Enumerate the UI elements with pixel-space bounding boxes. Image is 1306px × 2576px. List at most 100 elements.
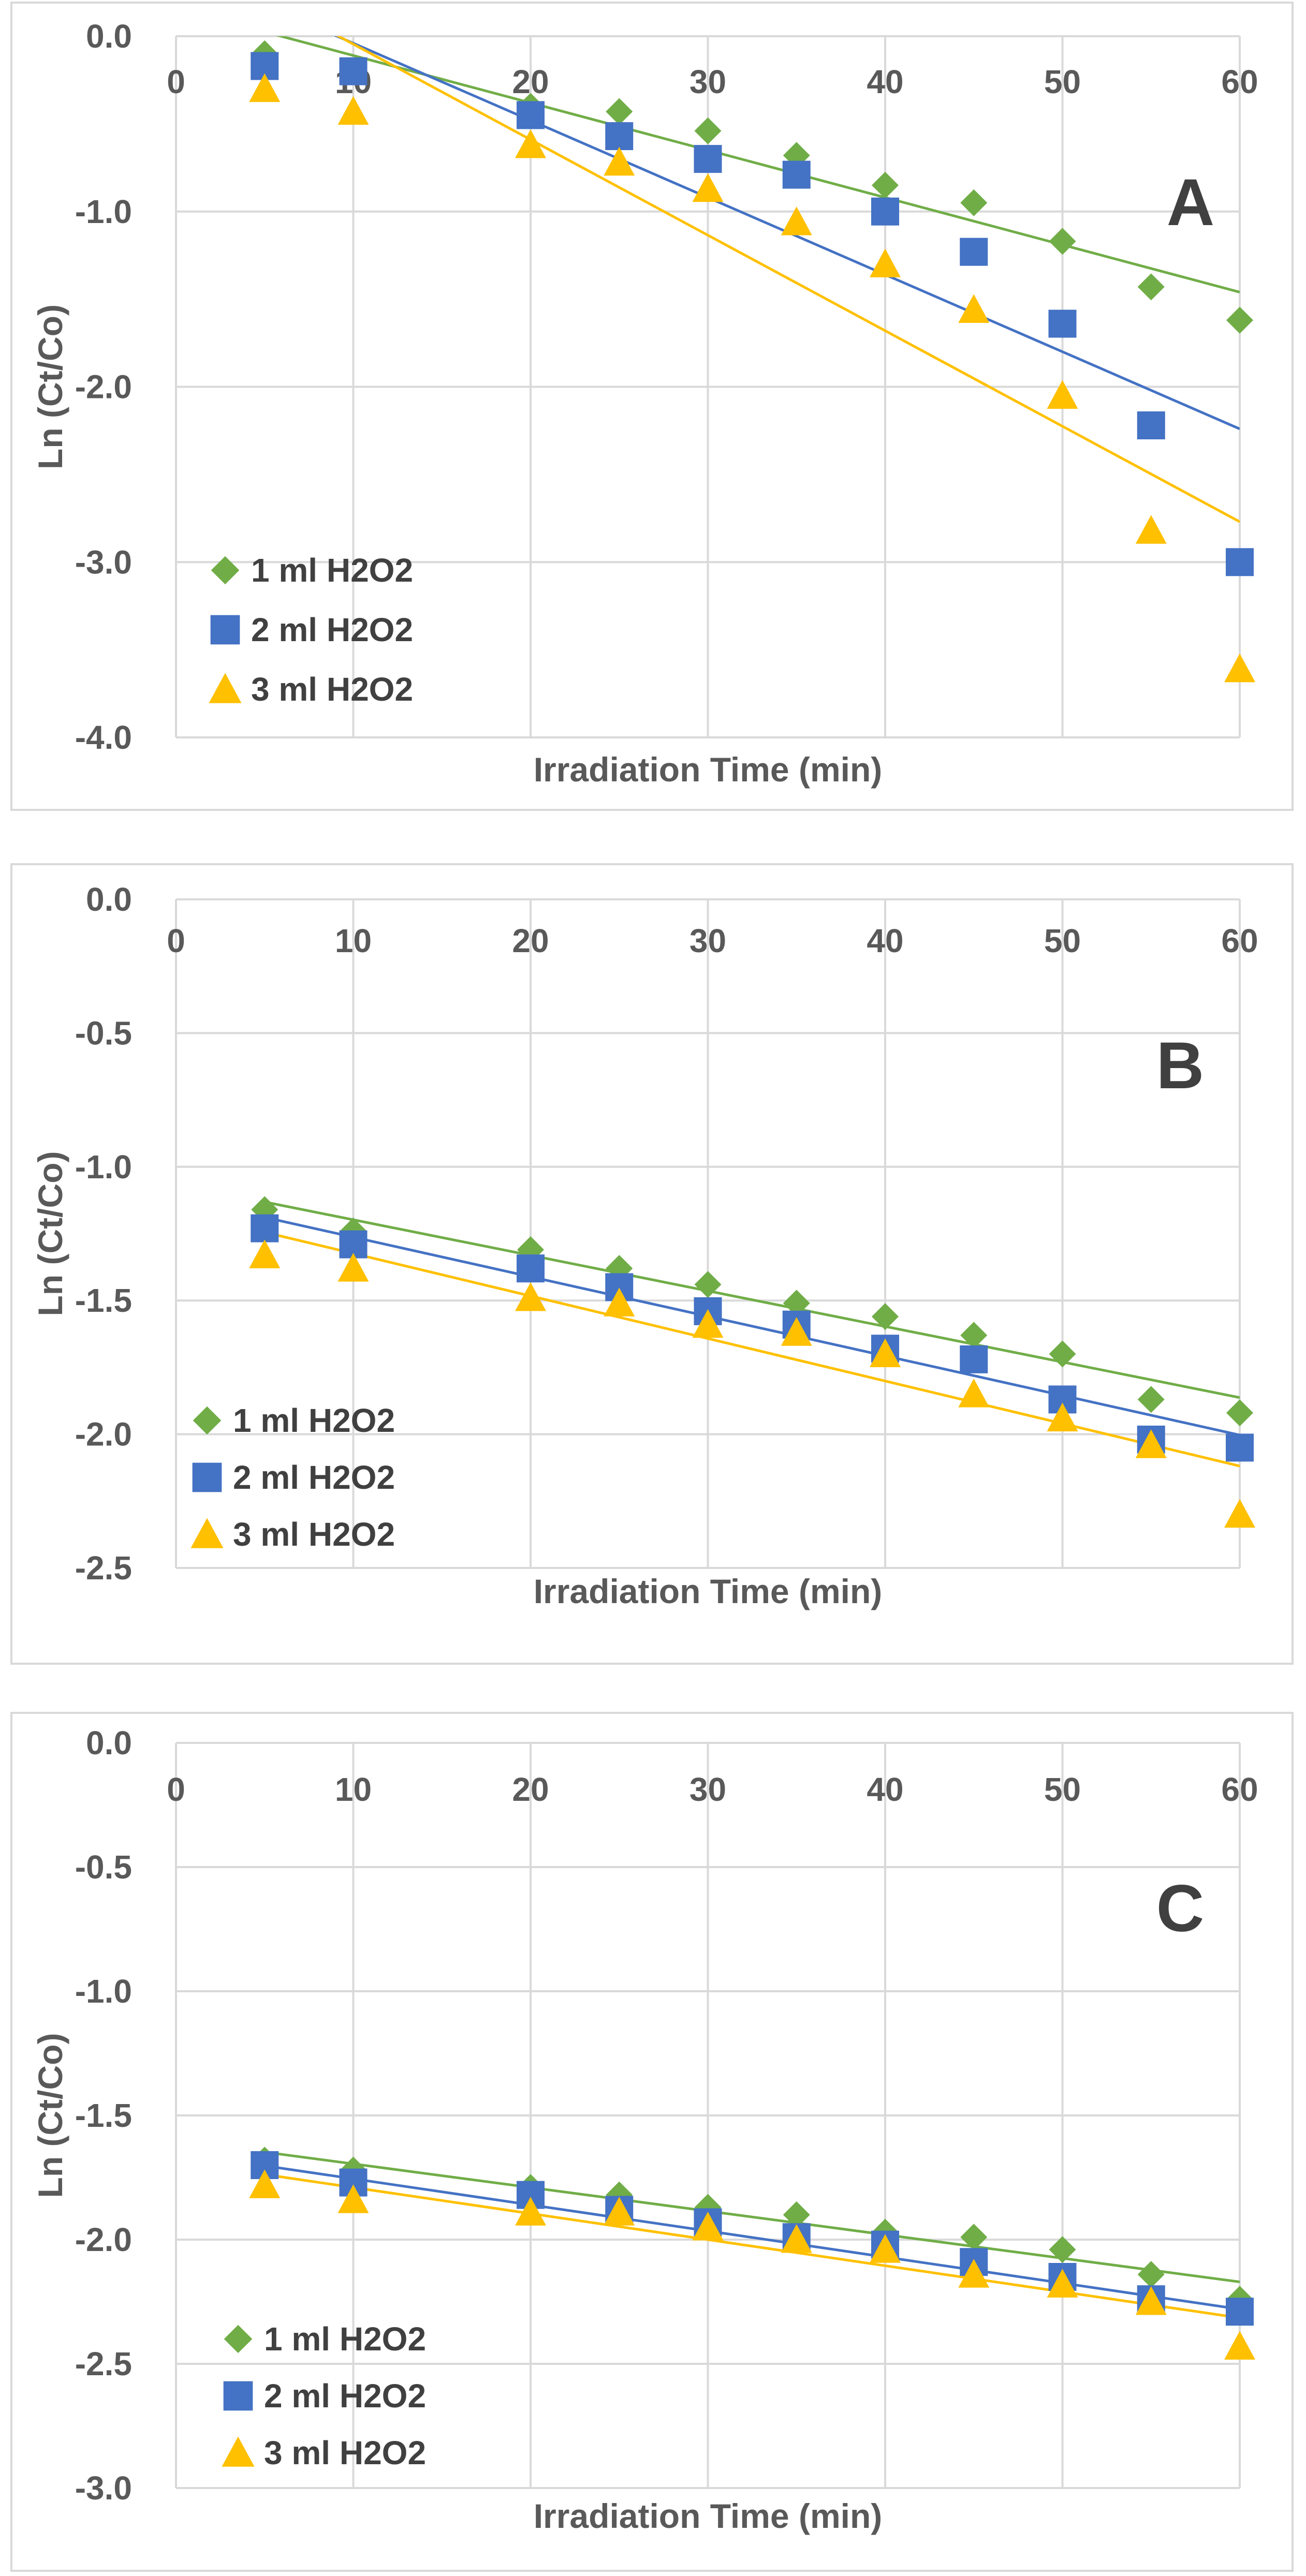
x-tick-label: 60 xyxy=(1221,1771,1258,1808)
data-point-series-3 xyxy=(249,73,281,102)
data-point-series-3 xyxy=(781,206,812,235)
legend-label-series-2: 2 ml H2O2 xyxy=(264,2377,426,2415)
x-tick-label: 50 xyxy=(1044,922,1081,959)
data-point-series-3 xyxy=(604,146,635,176)
data-point-series-3 xyxy=(958,1379,990,1408)
x-tick-label: 10 xyxy=(335,922,372,959)
data-point-series-3 xyxy=(604,1287,635,1316)
legend-label-series-2: 2 ml H2O2 xyxy=(251,611,413,648)
data-point-series-2 xyxy=(1137,411,1165,440)
data-point-series-2 xyxy=(251,1214,279,1242)
legend-marker-series-1 xyxy=(211,556,240,585)
y-tick-label: 0.0 xyxy=(86,881,132,918)
trendline-series-1 xyxy=(264,1201,1240,1399)
y-axis-title: Ln (Ct/Co) xyxy=(31,2033,69,2198)
x-tick-label: 0 xyxy=(167,1771,185,1808)
data-point-series-2 xyxy=(960,1345,988,1373)
data-point-series-3 xyxy=(249,1239,281,1268)
x-tick-label: 20 xyxy=(512,922,549,959)
x-tick-label: 50 xyxy=(1044,63,1081,100)
data-point-series-2 xyxy=(1226,2298,1254,2326)
data-point-series-2 xyxy=(1048,309,1077,338)
y-tick-label: -2.5 xyxy=(75,2345,132,2382)
data-point-series-2 xyxy=(1226,548,1254,576)
data-point-series-2 xyxy=(339,57,368,85)
data-point-series-1 xyxy=(1049,2236,1076,2263)
legend-label-series-1: 1 ml H2O2 xyxy=(251,552,413,589)
data-point-series-3 xyxy=(515,1282,546,1311)
x-tick-label: 10 xyxy=(335,1771,372,1808)
legend: 1 ml H2O2 2 ml H2O2 3 ml H2O2 xyxy=(190,1402,395,1553)
legend-marker-series-3 xyxy=(222,2436,255,2467)
data-point-series-1 xyxy=(1137,273,1165,301)
data-point-series-1 xyxy=(872,171,899,199)
x-tick-label: 50 xyxy=(1044,1771,1081,1808)
x-tick-label: 30 xyxy=(689,1771,726,1808)
data-point-series-3 xyxy=(1135,1429,1167,1458)
data-point-series-2 xyxy=(782,160,811,189)
legend-marker-series-1 xyxy=(224,2325,253,2353)
data-point-series-1 xyxy=(960,1322,988,1349)
x-tick-label: 0 xyxy=(167,922,185,959)
data-point-series-3 xyxy=(1047,2269,1078,2298)
data-point-series-3 xyxy=(870,2234,901,2263)
x-tick-label: 20 xyxy=(512,1771,549,1808)
y-tick-label: -1.0 xyxy=(75,1973,132,2010)
data-point-series-1 xyxy=(1049,1340,1076,1368)
data-point-series-1 xyxy=(694,117,722,144)
x-tick-label: 0 xyxy=(167,63,185,100)
y-tick-label: -1.5 xyxy=(75,1282,132,1319)
y-tick-label: -1.5 xyxy=(75,2097,132,2134)
data-point-series-1 xyxy=(872,1303,899,1330)
data-point-series-1 xyxy=(1137,1386,1165,1413)
legend-label-series-3: 3 ml H2O2 xyxy=(233,1516,395,1553)
chart-frame xyxy=(10,2,1294,811)
data-point-series-2 xyxy=(605,122,634,151)
x-tick-label: 30 xyxy=(689,63,726,100)
data-point-series-3 xyxy=(692,173,724,202)
y-tick-label: -1.0 xyxy=(75,193,132,230)
data-point-series-3 xyxy=(1135,2286,1167,2315)
trendline-series-1 xyxy=(264,2151,1240,2284)
data-point-series-1 xyxy=(1049,228,1076,255)
y-tick-label: -1.0 xyxy=(75,1148,132,1186)
data-point-series-3 xyxy=(1047,1402,1078,1432)
data-point-series-1 xyxy=(1137,2261,1165,2288)
trendline-series-3 xyxy=(335,36,1240,523)
legend-marker-series-2 xyxy=(223,2381,253,2411)
data-point-series-3 xyxy=(1224,1499,1255,1528)
y-tick-label: 0.0 xyxy=(86,1724,132,1761)
legend-label-series-3: 3 ml H2O2 xyxy=(264,2434,426,2471)
data-point-series-3 xyxy=(604,2197,635,2226)
legend: 1 ml H2O2 2 ml H2O2 3 ml H2O2 xyxy=(209,552,413,708)
x-axis-title: Irradiation Time (min) xyxy=(534,2497,883,2535)
data-point-series-1 xyxy=(960,2224,988,2251)
legend-marker-series-1 xyxy=(193,1406,222,1435)
x-axis-title: Irradiation Time (min) xyxy=(534,750,883,789)
chart-panel-a: 0.0-1.0-2.0-3.0-4.00102030405060Irradiat… xyxy=(10,2,1294,811)
data-point-series-3 xyxy=(781,2224,812,2253)
y-tick-label: -4.0 xyxy=(75,719,132,756)
y-axis-title: Ln (Ct/Co) xyxy=(31,1151,69,1316)
data-point-series-2 xyxy=(517,1254,545,1283)
data-point-series-3 xyxy=(1224,2331,1255,2360)
data-point-series-1 xyxy=(783,1290,810,1317)
legend-marker-series-3 xyxy=(209,673,242,703)
legend-marker-series-2 xyxy=(192,1462,222,1492)
y-tick-label: -0.5 xyxy=(75,1014,132,1052)
data-point-series-3 xyxy=(958,2259,990,2288)
chart-frame xyxy=(10,863,1294,1665)
data-point-series-3 xyxy=(515,129,546,158)
y-tick-label: -3.0 xyxy=(75,543,132,581)
data-point-series-3 xyxy=(692,2212,724,2241)
x-tick-label: 60 xyxy=(1221,63,1258,100)
chart-frame xyxy=(10,1712,1294,2572)
data-point-series-1 xyxy=(1226,1399,1253,1427)
data-point-series-2 xyxy=(517,101,545,129)
data-point-series-3 xyxy=(870,1338,901,1368)
chart-panel-c: 0.0 -0.5 -1.0 -1.5 -2.0 -2.5 -3.0 0 10 20 30 40 50 60… xyxy=(10,1712,1294,2572)
data-point-series-3 xyxy=(958,294,990,323)
legend-label-series-1: 1 ml H2O2 xyxy=(264,2320,426,2358)
y-tick-label: -2.5 xyxy=(75,1549,132,1587)
